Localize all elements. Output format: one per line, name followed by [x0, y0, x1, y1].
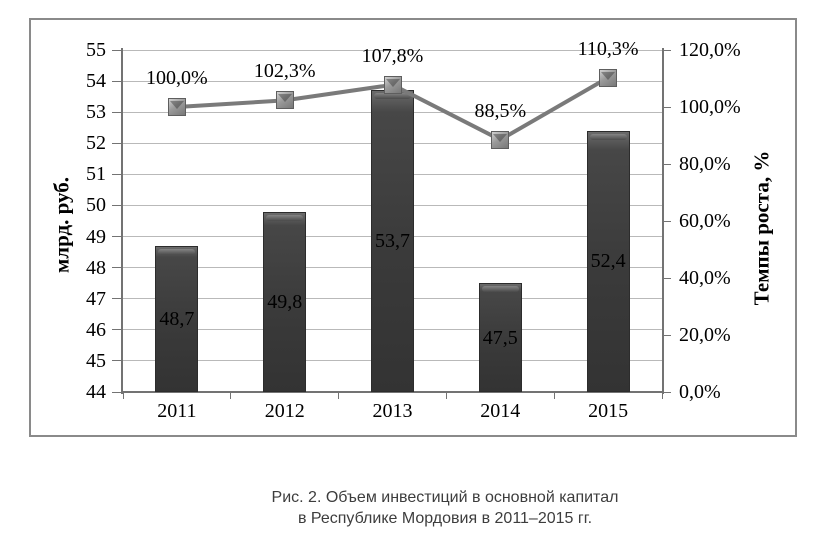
- figure-caption: Рис. 2. Объем инвестиций в основной капи…: [68, 487, 822, 529]
- bar-value-label: 48,7: [159, 307, 195, 330]
- right-axis-tick-label: 100,0%: [679, 96, 741, 118]
- left-axis-tick-label: 55: [86, 39, 106, 61]
- x-axis-tick: [230, 392, 232, 399]
- growth-marker-2015: [599, 68, 618, 87]
- left-axis-tick-label: 51: [86, 163, 106, 186]
- caption-line-1: Рис. 2. Объем инвестиций в основной капи…: [271, 489, 619, 506]
- bar-value-label: 53,7: [375, 230, 410, 253]
- left-axis-tick: [112, 111, 123, 113]
- left-axis-tick: [112, 329, 123, 331]
- left-axis-line: [121, 48, 123, 394]
- growth-marker-2012: [275, 91, 294, 110]
- growth-rate-label: 107,8%: [361, 44, 424, 67]
- left-axis-tick: [112, 173, 123, 175]
- growth-marker-2011: [167, 98, 186, 116]
- x-axis-tick: [553, 392, 555, 399]
- growth-rate-label: 100,0%: [146, 67, 208, 89]
- growth-rate-label: 102,3%: [253, 60, 316, 83]
- growth-rate-label: 110,3%: [577, 37, 639, 60]
- left-axis-tick-label: 49: [86, 225, 106, 248]
- left-axis-tick-label: 50: [86, 194, 106, 217]
- left-axis-title: млрд. руб.: [49, 177, 74, 273]
- x-axis-tick: [338, 392, 340, 399]
- x-axis-tick: [661, 392, 663, 399]
- right-axis-tick: [662, 334, 671, 336]
- right-axis-tick-label: 40,0%: [679, 267, 731, 289]
- left-axis-tick: [112, 298, 123, 300]
- left-axis-tick: [112, 80, 123, 82]
- left-axis-tick-label: 46: [86, 318, 106, 341]
- x-axis-line: [121, 391, 664, 393]
- bar-2015: [586, 130, 630, 392]
- right-axis-tick: [662, 391, 671, 393]
- left-axis-tick: [112, 267, 123, 269]
- x-axis-tick: [122, 392, 124, 399]
- x-axis-tick-label: 2011: [157, 400, 197, 422]
- x-axis-tick-label: 2014: [480, 400, 521, 422]
- x-axis-tick-label: 2015: [588, 400, 629, 422]
- growth-marker-2014: [491, 130, 510, 149]
- bar-2011: [155, 245, 199, 392]
- caption-line-2: в Республике Мордовия в 2011–2015 гг.: [297, 510, 593, 527]
- right-axis-tick: [662, 49, 671, 51]
- right-axis-tick: [662, 163, 671, 165]
- right-axis-tick-label: 120,0%: [679, 39, 741, 61]
- growth-marker-2013: [383, 75, 402, 94]
- bar-value-label: 49,8: [267, 290, 303, 313]
- left-axis-tick: [112, 391, 123, 393]
- growth-rate-label: 88,5%: [474, 99, 527, 122]
- right-axis-tick: [662, 277, 671, 279]
- bar-2014: [478, 283, 522, 392]
- left-axis-tick: [112, 236, 123, 238]
- right-axis-tick-label: 60,0%: [679, 210, 731, 232]
- left-axis-tick-label: 54: [86, 70, 106, 93]
- left-axis-tick-label: 47: [86, 287, 106, 310]
- bar-value-label: 52,4: [590, 250, 626, 273]
- bar-2013: [371, 90, 414, 392]
- right-axis-tick-label: 20,0%: [679, 324, 731, 346]
- left-axis-tick: [112, 142, 123, 144]
- right-axis-line: [662, 48, 664, 394]
- left-axis-tick-label: 45: [86, 349, 106, 372]
- left-axis-tick-label: 53: [86, 101, 106, 124]
- x-axis-tick: [445, 392, 447, 399]
- right-axis-tick-label: 0,0%: [679, 381, 721, 403]
- left-axis-tick-label: 48: [86, 256, 106, 279]
- right-axis-tick-label: 80,0%: [679, 153, 731, 175]
- left-axis-tick-label: 52: [86, 132, 106, 155]
- left-axis-tick: [112, 49, 123, 51]
- x-axis-tick-label: 2012: [264, 400, 305, 422]
- x-axis-tick-label: 2013: [372, 400, 413, 422]
- left-axis-tick-label: 44: [86, 381, 106, 403]
- left-axis-tick: [112, 204, 123, 206]
- gridline: [123, 49, 662, 51]
- bar-value-label: 47,5: [482, 326, 518, 349]
- right-axis-tick: [662, 106, 671, 108]
- left-axis-tick: [112, 360, 123, 362]
- right-axis-tick: [662, 220, 671, 222]
- right-axis-title: Темпы роста, %: [749, 150, 774, 306]
- bar-2012: [263, 211, 307, 392]
